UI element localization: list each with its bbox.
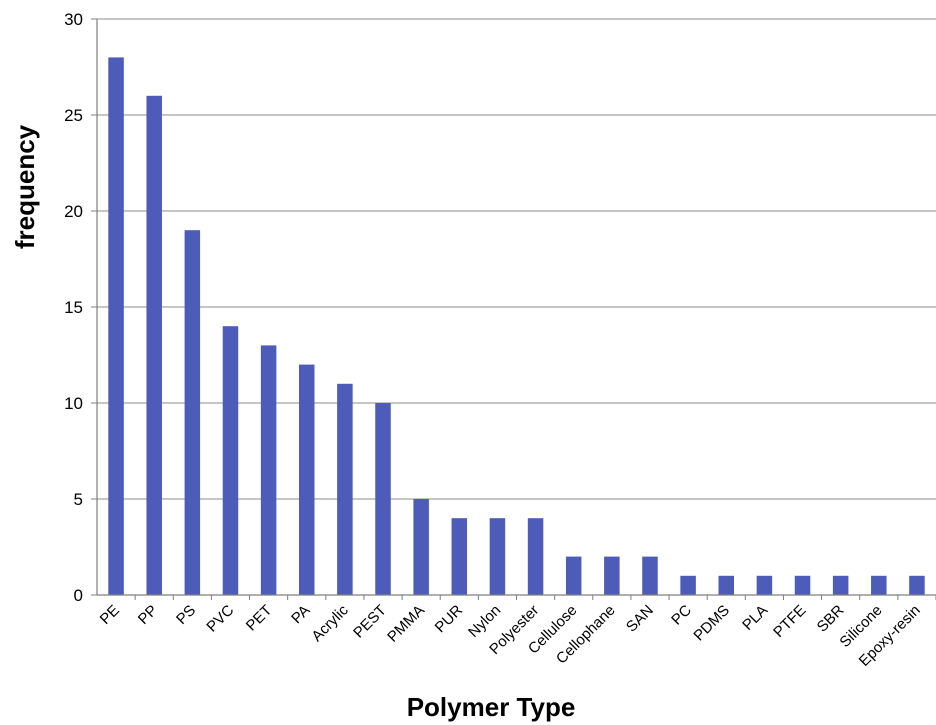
bar-pc bbox=[680, 575, 696, 595]
x-tick-label: PEST bbox=[350, 602, 390, 642]
bar-nylon bbox=[489, 518, 506, 595]
bar-cellophane bbox=[604, 556, 620, 595]
bar-epoxy-resin bbox=[909, 575, 925, 595]
y-tick-label: 25 bbox=[64, 106, 83, 125]
bar-polyester bbox=[527, 518, 544, 595]
bar-pmma bbox=[413, 499, 429, 595]
bar-ptfe bbox=[794, 575, 811, 595]
y-tick-label: 0 bbox=[74, 586, 83, 605]
x-tick-label: PLA bbox=[739, 602, 771, 634]
y-tick-label: 20 bbox=[64, 202, 83, 221]
y-tick-label: 15 bbox=[64, 298, 83, 317]
bar-pe bbox=[108, 57, 124, 595]
bar-pa bbox=[299, 364, 315, 595]
x-tick-label: PUR bbox=[432, 602, 467, 637]
bar-acrylic bbox=[337, 383, 353, 595]
x-tick-label: PP bbox=[135, 602, 161, 628]
bar-san bbox=[642, 556, 658, 595]
x-tick-label: PA bbox=[288, 602, 313, 627]
bar-ps bbox=[184, 230, 201, 595]
x-tick-label: Acrylic bbox=[308, 601, 352, 645]
bar-pla bbox=[756, 575, 773, 595]
bar-pest bbox=[375, 403, 391, 595]
bar-cellulose bbox=[565, 556, 582, 595]
bar-sbr bbox=[832, 575, 849, 595]
bar-silicone bbox=[871, 575, 887, 595]
x-tick-label: PMMA bbox=[384, 602, 428, 646]
y-axis-title: frequency bbox=[10, 124, 40, 249]
x-tick-label: PDMS bbox=[690, 602, 733, 645]
x-tick-label: PVC bbox=[203, 602, 237, 636]
x-tick-label: PC bbox=[668, 602, 695, 629]
y-tick-label: 5 bbox=[74, 490, 83, 509]
bar-pvc bbox=[222, 326, 239, 595]
bar-pdms bbox=[718, 575, 734, 595]
x-tick-label: SBR bbox=[814, 602, 848, 636]
x-tick-label: PS bbox=[173, 602, 199, 628]
gridlines bbox=[91, 18, 936, 596]
bar-pp bbox=[146, 95, 162, 596]
x-tick-label: PE bbox=[97, 602, 123, 628]
x-tick-label: SAN bbox=[623, 602, 657, 636]
y-tick-label: 10 bbox=[64, 394, 83, 413]
x-tick-label: PET bbox=[243, 602, 276, 635]
x-tick-label: PTFE bbox=[770, 602, 809, 641]
bars bbox=[108, 57, 925, 596]
bar-pur bbox=[451, 518, 468, 595]
y-tick-labels: 0 5 10 15 20 25 30 bbox=[64, 10, 83, 605]
bar-pet bbox=[260, 345, 277, 595]
x-axis-title: Polymer Type bbox=[407, 692, 576, 722]
y-tick-label: 30 bbox=[64, 10, 83, 29]
